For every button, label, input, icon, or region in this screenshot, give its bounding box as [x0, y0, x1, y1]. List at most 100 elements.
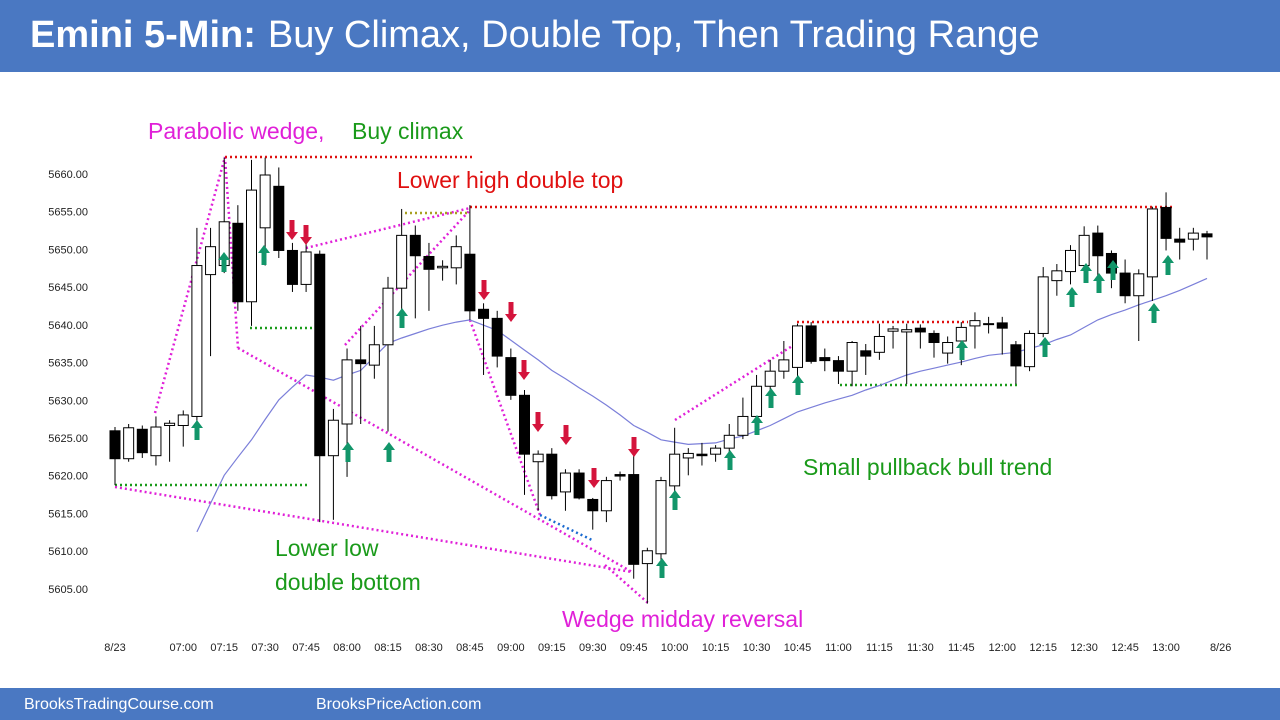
- candle-body: [764, 370, 776, 387]
- wedge-line: [344, 209, 471, 346]
- up-arrow: [342, 442, 354, 462]
- candle-body: [423, 255, 435, 270]
- x-tick-label: 08:45: [456, 642, 484, 654]
- candle-body: [450, 246, 462, 269]
- up-arrow: [1162, 255, 1174, 275]
- x-tick-label: 08:00: [333, 642, 361, 654]
- up-arrow: [1148, 303, 1160, 323]
- annotation: Buy climax: [352, 118, 464, 144]
- trend-line: [674, 341, 798, 422]
- candle-body: [1160, 206, 1172, 239]
- footer-left: BrooksTradingCourse.com: [24, 696, 214, 713]
- y-tick-label: 5640.00: [48, 320, 88, 332]
- down-arrow: [518, 360, 530, 380]
- candle-body: [177, 414, 189, 427]
- candle-body: [409, 234, 421, 257]
- candle-body: [996, 322, 1008, 329]
- candle-body: [505, 357, 517, 396]
- x-tick-label: 12:45: [1111, 642, 1139, 654]
- candle-body: [1051, 270, 1063, 282]
- x-tick-label: 07:30: [251, 642, 279, 654]
- candle-body: [478, 308, 490, 319]
- candle-body: [792, 325, 803, 368]
- candle-body: [1201, 233, 1213, 238]
- candle-body: [573, 472, 585, 499]
- annotation: Small pullback bull trend: [803, 454, 1052, 480]
- x-tick-label: 12:30: [1070, 642, 1098, 654]
- up-arrow: [765, 388, 777, 408]
- up-arrow: [956, 340, 968, 360]
- candle-body: [655, 480, 667, 555]
- candle-body: [396, 234, 408, 289]
- y-tick-label: 5655.00: [48, 207, 88, 219]
- candle-body: [1024, 332, 1036, 368]
- candle-body: [819, 357, 831, 362]
- y-tick-label: 5645.00: [48, 282, 88, 294]
- up-arrow: [656, 558, 668, 578]
- up-arrow: [258, 245, 270, 265]
- wedge-line: [223, 156, 240, 349]
- x-tick-label: 8/26: [1210, 642, 1231, 654]
- up-arrow: [191, 420, 203, 440]
- candle-body: [232, 222, 244, 303]
- candle-body: [559, 472, 571, 493]
- candle-body: [955, 326, 967, 342]
- x-tick-label: 09:45: [620, 642, 648, 654]
- up-arrow: [724, 450, 736, 470]
- candle-body: [327, 419, 339, 457]
- candle-body: [519, 394, 530, 455]
- down-arrow: [588, 468, 600, 488]
- annotation: Lower high double top: [397, 167, 623, 193]
- candle-body: [723, 434, 735, 449]
- x-tick-label: 07:45: [292, 642, 320, 654]
- x-tick-label: 08:15: [374, 642, 402, 654]
- candle-body: [205, 246, 217, 276]
- footer-right: BrooksPriceAction.com: [316, 696, 481, 713]
- candle-body: [873, 335, 885, 353]
- x-tick-label: 12:15: [1029, 642, 1057, 654]
- candle-body: [1119, 272, 1131, 297]
- candle-body: [1092, 232, 1104, 257]
- down-arrow: [560, 425, 572, 445]
- candle-body: [1010, 344, 1022, 367]
- candle-body: [164, 422, 176, 427]
- trend-line: [539, 513, 593, 542]
- candle-body: [737, 415, 749, 436]
- wedge-line: [305, 206, 471, 250]
- candle-body: [600, 480, 612, 512]
- candle-body: [846, 342, 858, 372]
- candle-body: [123, 427, 135, 460]
- x-tick-label: 10:45: [784, 642, 812, 654]
- up-arrow: [1093, 273, 1105, 293]
- candle-body: [751, 385, 763, 417]
- x-tick-label: 07:00: [169, 642, 197, 654]
- y-tick-label: 5630.00: [48, 395, 88, 407]
- y-tick-label: 5660.00: [48, 169, 88, 181]
- candle-body: [1146, 208, 1158, 278]
- down-arrow: [478, 280, 490, 300]
- candle-body: [1187, 232, 1199, 240]
- up-arrow: [396, 308, 408, 328]
- x-tick-label: 11:30: [907, 642, 934, 654]
- up-arrow: [1107, 260, 1119, 280]
- candle-body: [587, 498, 599, 512]
- header-bar: [0, 0, 1280, 72]
- annotation: Lower low: [275, 535, 379, 561]
- candle-body: [914, 327, 926, 333]
- x-tick-label: 09:15: [538, 642, 566, 654]
- down-arrow: [286, 220, 298, 240]
- annotation: Parabolic wedge,: [148, 118, 324, 144]
- up-arrow: [383, 442, 395, 462]
- title-prefix: Emini 5-Min:: [30, 14, 256, 56]
- x-tick-label: 11:45: [948, 642, 975, 654]
- up-arrow: [1066, 287, 1078, 307]
- y-tick-label: 5625.00: [48, 433, 88, 445]
- candle-body: [641, 550, 653, 565]
- x-tick-label: 08:30: [415, 642, 443, 654]
- x-tick-label: 13:00: [1152, 642, 1180, 654]
- candle-body: [437, 265, 449, 269]
- x-tick-label: 10:00: [661, 642, 689, 654]
- candle-body: [150, 426, 162, 457]
- candle-body: [1133, 273, 1145, 297]
